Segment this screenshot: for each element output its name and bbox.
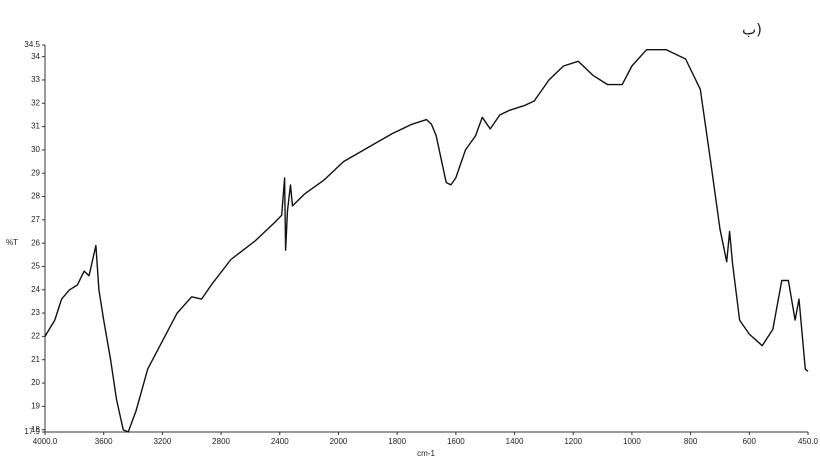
spectrum-line [44, 49, 809, 433]
y-tick-label: 20 [31, 378, 40, 387]
x-tick-label: 800 [684, 437, 698, 446]
x-tick-label: 2400 [271, 437, 289, 446]
x-tick-label: 2800 [212, 437, 230, 446]
x-tick-label: 1400 [506, 437, 524, 446]
y-tick-label: 29 [31, 168, 40, 177]
y-axis-label: %T [6, 238, 18, 247]
y-tick-label: 34.5 [24, 40, 40, 49]
y-tick-label: 23 [31, 308, 40, 317]
x-tick-label: 1800 [388, 437, 406, 446]
x-tick-label: 2000 [330, 437, 348, 446]
annotation: ب) [742, 21, 762, 39]
y-tick-label: 33 [31, 75, 40, 84]
x-tick-label: 600 [743, 437, 757, 446]
x-tick-label: 450.0 [798, 437, 819, 446]
y-tick-label: 25 [31, 262, 40, 271]
y-tick-label: 27 [31, 215, 40, 224]
y-tick-label: 26 [31, 238, 40, 247]
y-tick-label: 24 [31, 285, 40, 294]
x-tick-label: 1200 [564, 437, 582, 446]
y-tick-label: 31 [31, 122, 40, 131]
x-tick-label: 4000.0 [33, 437, 58, 446]
y-tick-label: 18 [31, 425, 40, 434]
x-tick-label: 3600 [95, 437, 113, 446]
x-tick-label: 1600 [447, 437, 465, 446]
x-tick-label: 1000 [623, 437, 641, 446]
y-tick-label: 22 [31, 332, 40, 341]
y-tick-label: 32 [31, 98, 40, 107]
y-tick-label: 19 [31, 401, 40, 410]
y-tick-label: 21 [31, 355, 40, 364]
y-tick-label: 34 [31, 52, 40, 61]
y-tick-label: 17.9 [24, 427, 40, 436]
y-tick-label: 28 [31, 192, 40, 201]
x-axis-label: cm-1 [417, 449, 435, 458]
y-tick-label: 30 [31, 145, 40, 154]
x-tick-label: 3200 [153, 437, 171, 446]
